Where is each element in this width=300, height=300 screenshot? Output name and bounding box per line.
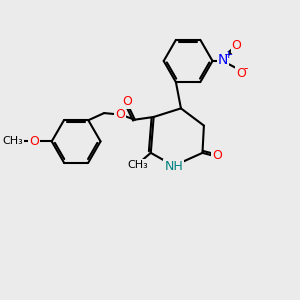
Text: O: O [232, 39, 242, 52]
Text: +: + [224, 50, 233, 60]
Text: N: N [218, 53, 228, 68]
Text: O: O [29, 135, 39, 148]
Text: O: O [236, 67, 246, 80]
Text: O: O [122, 95, 132, 108]
Text: O: O [115, 108, 125, 121]
Text: NH: NH [164, 160, 183, 173]
Text: CH₃: CH₃ [3, 136, 23, 146]
Text: -: - [244, 62, 248, 75]
Text: O: O [212, 149, 222, 162]
Text: CH₃: CH₃ [127, 160, 148, 170]
